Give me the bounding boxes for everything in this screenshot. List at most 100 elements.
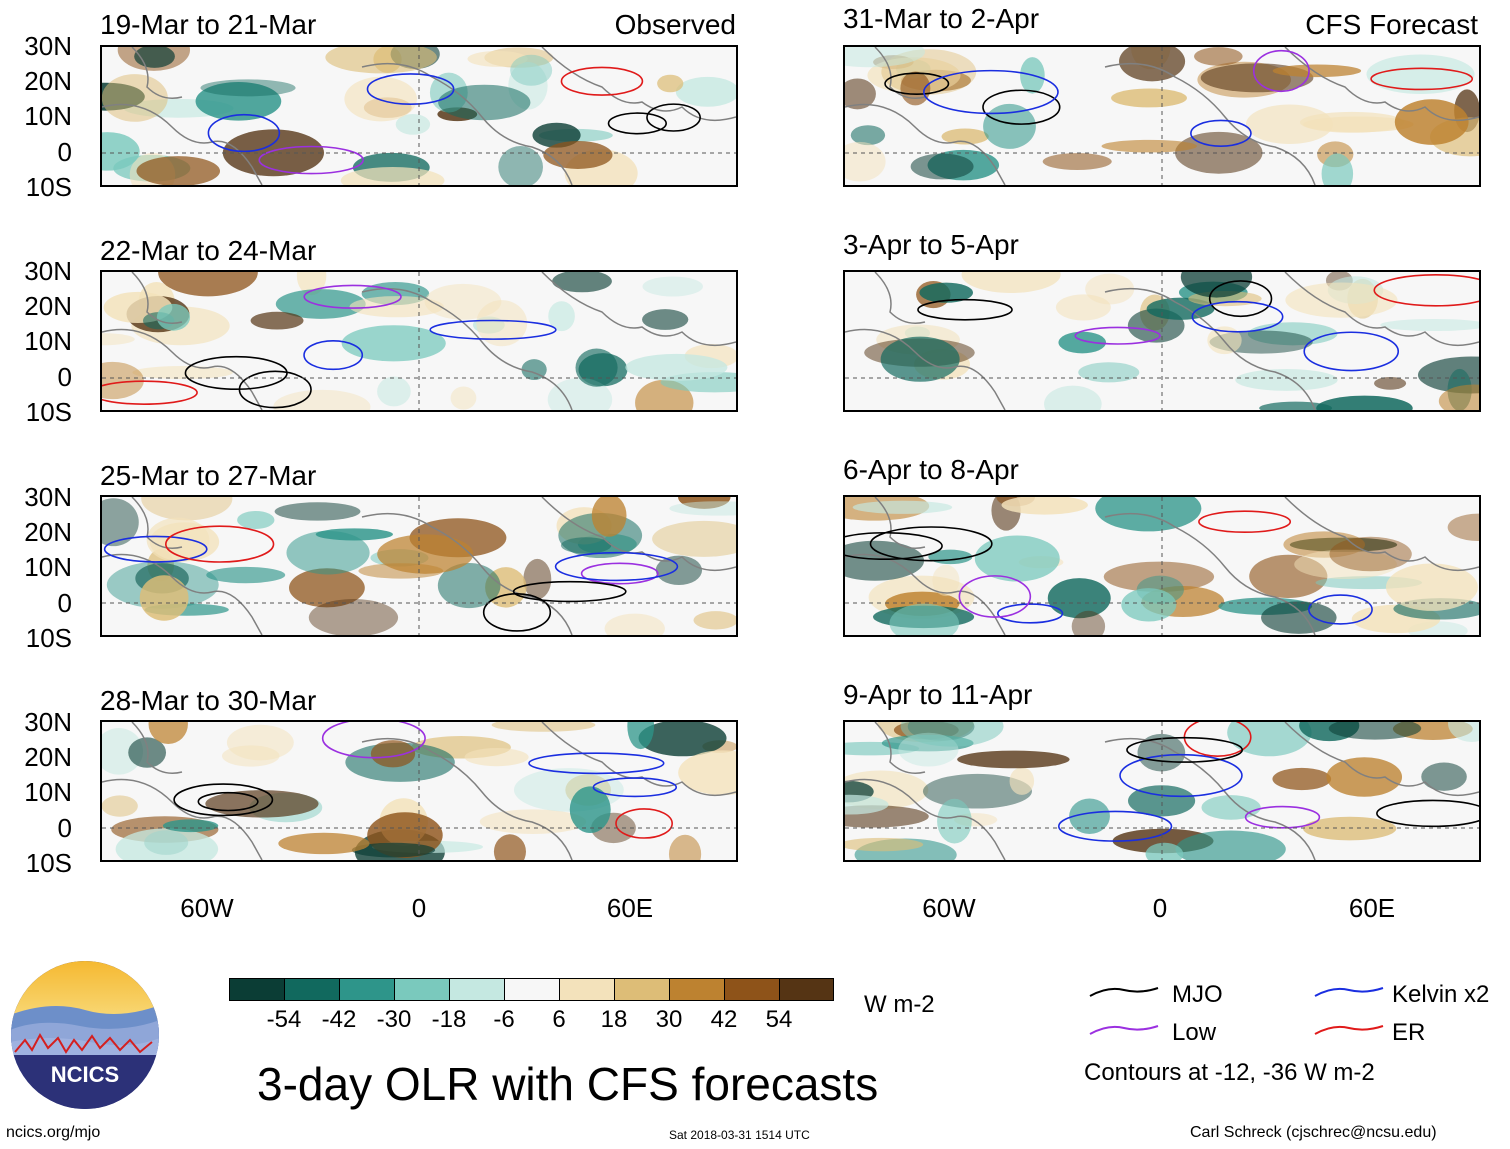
coastline xyxy=(1284,497,1479,572)
olr-anomaly-blob xyxy=(668,834,702,860)
wave-contour xyxy=(197,791,259,812)
colorbar-tick-label: 30 xyxy=(655,1006,683,1033)
coastline xyxy=(874,272,926,324)
olr-anomaly-blob xyxy=(1044,385,1102,410)
olr-anomaly-blob xyxy=(377,376,411,407)
panel-title-l3: 25-Mar to 27-Mar xyxy=(100,460,317,491)
olr-anomaly-blob xyxy=(1380,318,1479,332)
olr-anomaly-blob xyxy=(340,166,445,185)
lon-tick: 60W xyxy=(180,893,234,923)
olr-anomaly-blob xyxy=(852,500,953,514)
olr-anomaly-blob xyxy=(889,603,960,635)
lon-tick: 60E xyxy=(1348,893,1396,923)
olr-anomaly-blob xyxy=(395,113,431,135)
olr-anomaly-blob xyxy=(657,74,684,93)
lon-tick: 0 xyxy=(1152,893,1168,923)
olr-anomaly-blob xyxy=(560,537,612,554)
wave-contour xyxy=(554,551,679,582)
wave-contour xyxy=(1074,326,1161,345)
map-panel-observed-1 xyxy=(100,45,738,187)
wave-contour xyxy=(512,580,627,603)
panel-title-l1: 19-Mar to 21-Mar xyxy=(100,9,317,40)
contour-note: Contours at -12, -36 W m-2 xyxy=(1084,1059,1375,1086)
coastline xyxy=(1284,722,1479,797)
olr-anomaly-blob xyxy=(1299,111,1404,133)
wave-contour xyxy=(615,808,673,839)
coastline xyxy=(874,47,926,99)
coastline xyxy=(541,47,736,122)
olr-anomaly-blob xyxy=(627,722,655,750)
wave-contour xyxy=(1373,274,1479,307)
wave-contour xyxy=(997,603,1064,624)
olr-anomaly-blob xyxy=(115,828,219,860)
olr-anomaly-blob xyxy=(1326,757,1403,797)
colorbar-cell xyxy=(505,979,560,1000)
olr-anomaly-blob xyxy=(1328,722,1422,740)
olr-anomaly-blob xyxy=(136,156,221,185)
map-canvas xyxy=(845,497,1479,635)
colorbar-cell xyxy=(230,979,285,1000)
colorbar xyxy=(229,978,834,1001)
wave-contour xyxy=(164,525,275,563)
olr-anomaly-blob xyxy=(102,132,140,171)
olr-anomaly-blob xyxy=(591,497,627,537)
olr-anomaly-blob xyxy=(132,366,233,380)
olr-anomaly-blob xyxy=(102,728,143,775)
lat-tick: 10N xyxy=(24,101,72,131)
map-panel-observed-4 xyxy=(100,720,738,862)
olr-anomaly-blob xyxy=(1261,601,1337,634)
olr-anomaly-blob xyxy=(932,564,960,597)
legend-swatch-low xyxy=(1089,1025,1159,1035)
colorbar-cell xyxy=(670,979,725,1000)
lat-tick: 20N xyxy=(24,742,72,772)
olr-anomaly-blob xyxy=(102,74,168,122)
wave-contour xyxy=(607,112,667,135)
wave-contour xyxy=(102,380,198,405)
colorbar-tick-label: -30 xyxy=(376,1006,412,1033)
olr-anomaly-blob xyxy=(919,282,973,303)
olr-anomaly-blob xyxy=(1103,561,1215,592)
olr-anomaly-blob xyxy=(845,794,889,815)
lat-tick: 0 xyxy=(57,137,72,167)
map-canvas xyxy=(845,272,1479,410)
wave-contour xyxy=(482,593,552,632)
olr-anomaly-blob xyxy=(286,530,370,575)
wave-contour xyxy=(238,370,312,409)
olr-anomaly-blob xyxy=(102,795,138,817)
olr-anomaly-blob xyxy=(974,535,1060,582)
wave-contour xyxy=(1126,736,1244,763)
olr-anomaly-blob xyxy=(206,566,286,584)
lat-tick: 30N xyxy=(24,482,72,512)
map-canvas xyxy=(845,722,1479,860)
olr-anomaly-blob xyxy=(102,333,135,346)
olr-anomaly-blob xyxy=(1180,272,1253,298)
olr-anomaly-blob xyxy=(937,798,972,844)
lat-tick: 10S xyxy=(25,848,72,878)
coastline xyxy=(541,497,736,572)
olr-anomaly-blob xyxy=(377,534,474,574)
olr-anomaly-blob xyxy=(491,722,596,732)
wave-contour xyxy=(1191,300,1284,333)
olr-anomaly-blob xyxy=(1047,578,1111,619)
colorbar-cell xyxy=(285,979,340,1000)
colorbar-units: W m-2 xyxy=(864,991,935,1018)
coastline xyxy=(102,778,263,860)
wave-contour xyxy=(258,145,364,175)
olr-anomaly-blob xyxy=(678,750,736,796)
wave-contour xyxy=(560,66,644,96)
colorbar-tick-label: -6 xyxy=(493,1006,515,1033)
colorbar-cell xyxy=(450,979,505,1000)
olr-anomaly-blob xyxy=(845,540,925,581)
map-canvas xyxy=(102,497,736,635)
olr-anomaly-blob xyxy=(1069,798,1110,835)
wave-contour xyxy=(917,298,1013,321)
olr-anomaly-blob xyxy=(1078,362,1140,383)
olr-anomaly-blob xyxy=(102,361,144,400)
website-link[interactable]: ncics.org/mjo xyxy=(6,1124,101,1141)
olr-anomaly-blob xyxy=(510,54,553,86)
olr-anomaly-blob xyxy=(1316,395,1413,410)
wave-contour xyxy=(592,777,678,798)
olr-anomaly-blob xyxy=(274,502,361,521)
wave-contour xyxy=(103,535,208,563)
wave-contour xyxy=(303,340,364,371)
